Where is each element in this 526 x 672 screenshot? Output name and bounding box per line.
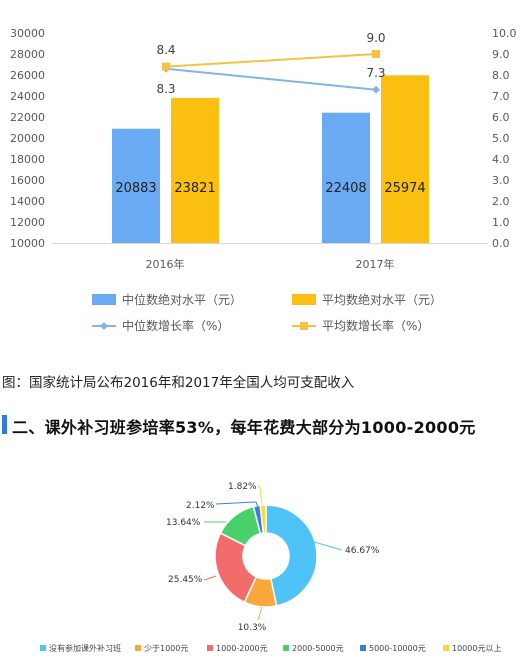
median-growth-label: 7.3 bbox=[366, 66, 385, 80]
legend-label: 没有参加课外补习班 bbox=[49, 643, 121, 653]
legend-label: 平均数绝对水平（元） bbox=[322, 292, 442, 307]
legend-label: 5000-10000元 bbox=[369, 644, 426, 653]
legend-item: 没有参加课外补习班 bbox=[40, 643, 121, 653]
median-growth-line bbox=[165, 67, 377, 91]
left-tick-label: 30000 bbox=[10, 27, 45, 40]
right-tick-label: 9.0 bbox=[492, 48, 510, 61]
donut-slices bbox=[214, 504, 318, 608]
legend-label: 10000元以上 bbox=[452, 644, 501, 653]
x-tick-label: 2016年 bbox=[146, 257, 185, 271]
bar-data-label: 25974 bbox=[384, 181, 425, 196]
mean-growth-line bbox=[165, 53, 377, 68]
bar-median bbox=[322, 112, 370, 243]
left-tick-label: 28000 bbox=[10, 48, 45, 61]
mean-growth-label: 9.0 bbox=[366, 31, 385, 45]
left-tick-label: 22000 bbox=[10, 111, 45, 124]
mean-growth-point bbox=[372, 50, 380, 58]
right-axis: 0.0 1.0 2.0 3.0 4.0 5.0 6.0 7.0 8.0 9.0 10.0 bbox=[492, 27, 517, 250]
legend-swatch bbox=[40, 645, 46, 651]
donut-slice bbox=[259, 504, 267, 534]
legend-swatch bbox=[207, 645, 213, 651]
bar-mean bbox=[381, 75, 429, 243]
legend-item: 2000-5000元 bbox=[283, 644, 344, 653]
section-marker bbox=[2, 415, 7, 434]
leader-line bbox=[215, 501, 260, 511]
leader-line bbox=[257, 606, 263, 621]
income-chart: 10000 12000 14000 16000 18000 20000 22000 24000… bbox=[10, 27, 517, 333]
left-tick-label: 10000 bbox=[10, 237, 45, 250]
slice-label: 1.82% bbox=[228, 482, 257, 492]
section-title: 二、课外补习班参培率53%，每年花费大部分为1000-2000元 bbox=[12, 418, 476, 437]
legend-label: 2000-5000元 bbox=[292, 644, 344, 653]
mean-growth-point bbox=[162, 62, 170, 71]
slice-label: 46.67% bbox=[345, 546, 380, 556]
tutoring-cost-chart: 46.67% 10.3% 25.45% 13.64% 2.12% 1.82% 没有参加课外… bbox=[40, 482, 501, 653]
legend-item: 平均数增长率（%） bbox=[292, 318, 429, 333]
left-tick-label: 14000 bbox=[10, 195, 45, 208]
bars: 20883 23821 22408 25974 bbox=[112, 75, 429, 243]
section-heading: 二、课外补习班参培率53%，每年花费大部分为1000-2000元 bbox=[0, 414, 526, 437]
slice-label: 10.3% bbox=[238, 623, 267, 633]
slice-label: 2.12% bbox=[186, 501, 215, 511]
slice-label: 25.45% bbox=[168, 575, 203, 585]
leader-line bbox=[313, 541, 343, 551]
bar-median bbox=[112, 128, 160, 243]
left-tick-label: 26000 bbox=[10, 69, 45, 82]
figure-caption: 图：国家统计局公布2016年和2017年全国人均可支配收入 bbox=[2, 375, 355, 391]
legend-swatch bbox=[92, 294, 116, 305]
right-tick-label: 2.0 bbox=[492, 195, 510, 208]
slice-labels: 46.67% 10.3% 25.45% 13.64% 2.12% 1.82% bbox=[166, 482, 380, 633]
slice-label: 13.64% bbox=[166, 518, 201, 528]
right-tick-label: 7.0 bbox=[492, 90, 510, 103]
median-growth-label: 8.3 bbox=[156, 82, 175, 96]
left-tick-label: 16000 bbox=[10, 174, 45, 187]
right-tick-label: 0.0 bbox=[492, 237, 510, 250]
legend-swatch bbox=[135, 645, 141, 651]
bar-mean bbox=[171, 97, 219, 243]
leader-line bbox=[203, 575, 217, 581]
right-tick-label: 3.0 bbox=[492, 174, 510, 187]
legend-label: 中位数绝对水平（元） bbox=[122, 292, 242, 307]
legend: 中位数绝对水平（元） 平均数绝对水平（元） 中位数增长率（%） 平均数增长率（%） bbox=[92, 292, 442, 333]
legend-swatch bbox=[292, 294, 316, 305]
legend-item: 5000-10000元 bbox=[360, 644, 426, 653]
leader-line bbox=[257, 485, 263, 506]
legend-label: 1000-2000元 bbox=[216, 644, 268, 653]
legend-swatch bbox=[443, 645, 449, 651]
mean-growth-label: 8.4 bbox=[156, 43, 175, 57]
right-tick-label: 10.0 bbox=[492, 27, 517, 40]
donut-slice bbox=[265, 504, 318, 607]
right-tick-label: 6.0 bbox=[492, 111, 510, 124]
legend-label: 中位数增长率（%） bbox=[122, 318, 229, 333]
legend: 没有参加课外补习班 少于1000元 1000-2000元 2000-5000元 5000… bbox=[40, 643, 501, 653]
left-tick-label: 24000 bbox=[10, 90, 45, 103]
legend-item: 1000-2000元 bbox=[207, 644, 268, 653]
right-tick-label: 1.0 bbox=[492, 216, 510, 229]
legend-marker bbox=[100, 322, 108, 330]
x-tick-label: 2017年 bbox=[356, 257, 395, 271]
left-tick-label: 12000 bbox=[10, 216, 45, 229]
bar-data-label: 22408 bbox=[325, 181, 366, 196]
left-axis: 10000 12000 14000 16000 18000 20000 22000 24000… bbox=[10, 27, 45, 250]
x-axis: 2016年 2017年 bbox=[52, 243, 488, 271]
legend-item: 平均数绝对水平（元） bbox=[292, 292, 442, 307]
right-tick-label: 5.0 bbox=[492, 132, 510, 145]
legend-item: 中位数绝对水平（元） bbox=[92, 292, 242, 307]
legend-swatch bbox=[283, 645, 289, 651]
bar-data-label: 20883 bbox=[115, 181, 156, 196]
left-tick-label: 18000 bbox=[10, 153, 45, 166]
legend-item: 中位数增长率（%） bbox=[92, 318, 229, 333]
right-tick-label: 8.0 bbox=[492, 69, 510, 82]
right-tick-label: 4.0 bbox=[492, 153, 510, 166]
growth-lines: 8.3 7.3 8.4 9.0 bbox=[156, 31, 385, 96]
legend-label: 平均数增长率（%） bbox=[322, 318, 429, 333]
legend-item: 10000元以上 bbox=[443, 644, 501, 653]
bar-data-label: 23821 bbox=[174, 181, 215, 196]
legend-item: 少于1000元 bbox=[135, 644, 188, 653]
median-growth-point bbox=[372, 85, 380, 94]
legend-swatch bbox=[360, 645, 366, 651]
left-tick-label: 20000 bbox=[10, 132, 45, 145]
legend-marker bbox=[300, 322, 308, 330]
legend-label: 少于1000元 bbox=[144, 644, 188, 653]
